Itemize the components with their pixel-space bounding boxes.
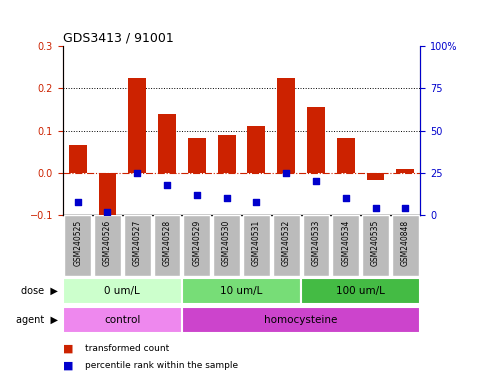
FancyBboxPatch shape	[94, 215, 121, 276]
Text: ■: ■	[63, 344, 73, 354]
FancyBboxPatch shape	[243, 215, 270, 276]
FancyBboxPatch shape	[182, 307, 420, 333]
FancyBboxPatch shape	[213, 215, 240, 276]
Text: 0 um/L: 0 um/L	[104, 286, 140, 296]
Bar	[128, 78, 146, 173]
FancyBboxPatch shape	[184, 215, 210, 276]
FancyBboxPatch shape	[154, 215, 181, 276]
Point	[223, 195, 230, 201]
Text: GSM240528: GSM240528	[163, 220, 171, 266]
FancyBboxPatch shape	[332, 215, 359, 276]
Bar	[69, 145, 86, 173]
Text: GSM240531: GSM240531	[252, 220, 261, 266]
Text: GSM240535: GSM240535	[371, 220, 380, 266]
Text: transformed count: transformed count	[85, 344, 169, 353]
FancyBboxPatch shape	[63, 307, 182, 333]
Point	[342, 195, 350, 201]
Bar	[397, 169, 414, 173]
FancyBboxPatch shape	[64, 215, 91, 276]
Text: GSM240529: GSM240529	[192, 220, 201, 266]
FancyBboxPatch shape	[182, 278, 301, 304]
Text: GSM240534: GSM240534	[341, 220, 350, 266]
FancyBboxPatch shape	[392, 215, 419, 276]
Text: GSM240527: GSM240527	[133, 220, 142, 266]
FancyBboxPatch shape	[302, 215, 329, 276]
Point	[74, 199, 82, 205]
Bar	[158, 114, 176, 173]
Bar	[247, 126, 265, 173]
Text: homocysteine: homocysteine	[264, 314, 338, 325]
Bar	[188, 138, 206, 173]
Text: GSM240848: GSM240848	[401, 220, 410, 266]
FancyBboxPatch shape	[124, 215, 151, 276]
Text: control: control	[104, 314, 141, 325]
FancyBboxPatch shape	[273, 215, 299, 276]
Point	[372, 205, 380, 211]
Point	[401, 205, 409, 211]
Bar	[307, 107, 325, 173]
Bar	[337, 138, 355, 173]
FancyBboxPatch shape	[362, 215, 389, 276]
Text: ■: ■	[63, 361, 73, 371]
Point	[282, 170, 290, 176]
Text: GSM240530: GSM240530	[222, 220, 231, 266]
Text: 100 um/L: 100 um/L	[336, 286, 385, 296]
Bar	[367, 173, 384, 180]
Text: GSM240532: GSM240532	[282, 220, 291, 266]
Text: 10 um/L: 10 um/L	[220, 286, 263, 296]
Bar	[99, 173, 116, 215]
Text: dose  ▶: dose ▶	[21, 286, 58, 296]
Text: GSM240526: GSM240526	[103, 220, 112, 266]
FancyBboxPatch shape	[63, 278, 182, 304]
Point	[193, 192, 201, 198]
Bar	[218, 135, 236, 173]
FancyBboxPatch shape	[301, 278, 420, 304]
Bar	[277, 78, 295, 173]
Text: GSM240533: GSM240533	[312, 220, 320, 266]
Text: GSM240525: GSM240525	[73, 220, 82, 266]
Text: agent  ▶: agent ▶	[16, 314, 58, 325]
Point	[104, 209, 112, 215]
Point	[312, 178, 320, 184]
Text: percentile rank within the sample: percentile rank within the sample	[85, 361, 238, 370]
Point	[163, 182, 171, 188]
Text: GDS3413 / 91001: GDS3413 / 91001	[63, 32, 173, 45]
Point	[133, 170, 141, 176]
Point	[253, 199, 260, 205]
